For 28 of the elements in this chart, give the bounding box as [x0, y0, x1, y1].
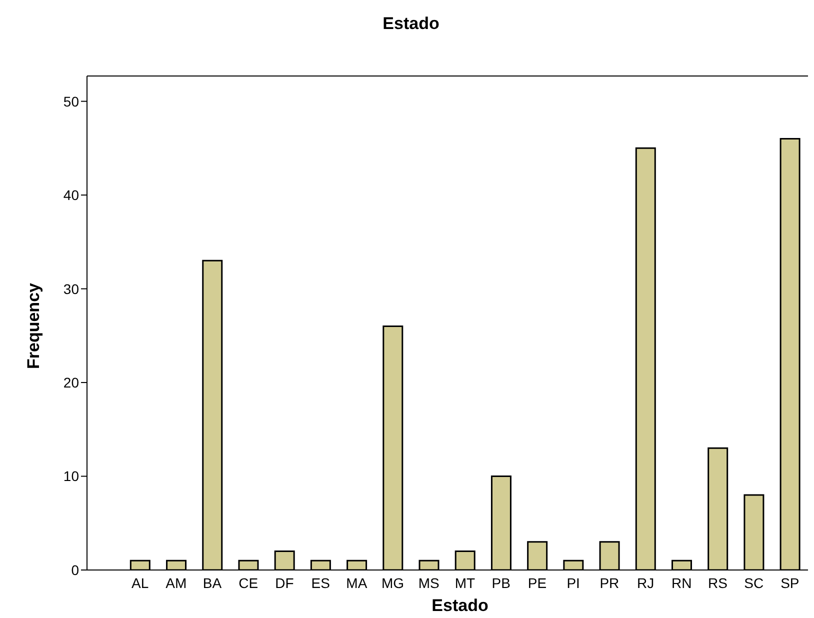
x-tick-label: RS: [708, 574, 728, 591]
x-tick-label: AM: [166, 574, 187, 591]
x-tick-label: MT: [454, 574, 476, 591]
y-tick-label: 10: [63, 468, 80, 484]
x-tick-label: RJ: [636, 574, 654, 591]
y-tick-label: 50: [63, 93, 80, 110]
y-axis-title: Frequency: [24, 283, 44, 369]
x-tick-label: PI: [566, 574, 580, 591]
x-tick-label: ES: [311, 574, 330, 591]
x-tick-label: MG: [382, 574, 404, 591]
x-tick-label: PE: [528, 574, 547, 591]
x-tick-label: PB: [492, 574, 510, 591]
y-tick-label: 20: [63, 374, 80, 390]
x-tick-label: BA: [202, 574, 222, 591]
y-tick-label: 40: [63, 187, 80, 204]
x-axis-title: Estado: [430, 596, 490, 616]
x-tick-label: AL: [131, 574, 149, 591]
x-tick-label: CE: [238, 574, 258, 591]
x-tick-label: RN: [672, 574, 692, 591]
x-tick-label: SP: [780, 574, 800, 591]
x-tick-label: SC: [744, 574, 764, 591]
x-tick-label: PR: [600, 574, 620, 591]
chart-title: Estado: [382, 14, 440, 34]
y-tick-label: 0: [71, 562, 80, 578]
x-tick-label: MS: [418, 574, 440, 591]
y-tick-label: 30: [63, 280, 80, 297]
x-tick-label: DF: [275, 574, 294, 591]
x-tick-label: MA: [346, 574, 368, 591]
